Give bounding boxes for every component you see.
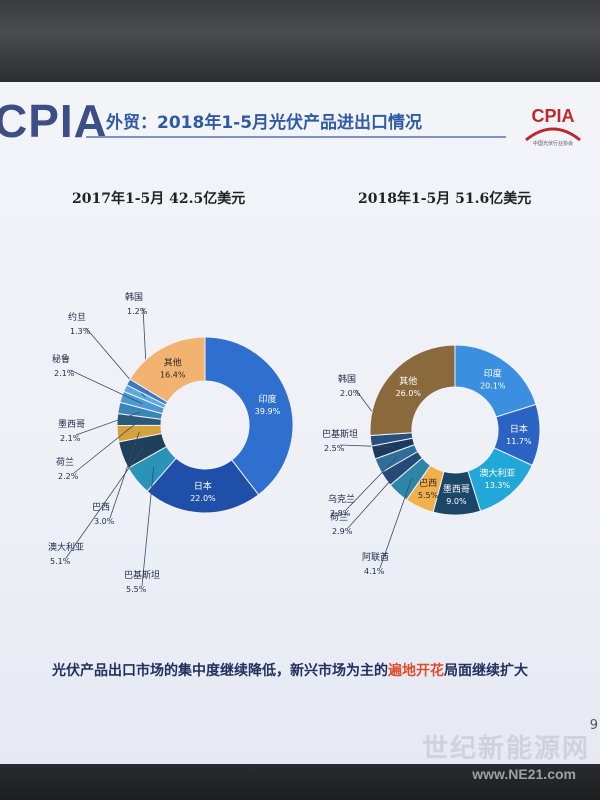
donut2-value-9: 2.0% bbox=[340, 389, 361, 398]
donut2-value-1: 11.7% bbox=[506, 437, 532, 446]
page-number: 9 bbox=[589, 718, 598, 733]
donut2-label-5: 阿联酋 bbox=[362, 551, 389, 563]
cpia-arc-icon bbox=[525, 127, 581, 142]
donut2-value-3: 9.0% bbox=[446, 497, 467, 506]
donut2-value-8: 2.5% bbox=[324, 444, 345, 453]
donut1-value-9: 1.2% bbox=[127, 307, 148, 316]
donut2-label-3: 墨西哥 bbox=[443, 484, 470, 495]
donut1-slice-1 bbox=[146, 457, 260, 514]
watermark-text: 世纪新能源网 bbox=[421, 734, 590, 764]
donut1-value-0: 39.9% bbox=[255, 407, 281, 416]
donut1-value-6: 2.1% bbox=[60, 434, 81, 443]
donut2-value-5: 4.1% bbox=[364, 567, 385, 576]
donut1-leader-7 bbox=[69, 369, 143, 405]
donut1-value-2: 5.5% bbox=[126, 585, 147, 594]
donut2-value-4: 5.5% bbox=[418, 491, 439, 500]
donut1-label-4: 巴西 bbox=[92, 502, 110, 513]
caption-highlight: 遍地开花 bbox=[388, 663, 444, 679]
donut2-label-8: 巴基斯坦 bbox=[322, 428, 358, 440]
donut1-leader-4 bbox=[109, 431, 140, 519]
cpia-logo-small-subtext: 中国光伏行业协会 bbox=[532, 141, 573, 147]
donut1-label-3: 澳大利亚 bbox=[48, 541, 84, 553]
donut1-slice-10 bbox=[129, 336, 206, 403]
room-background-top bbox=[0, 0, 600, 82]
donut1-value-3: 5.1% bbox=[50, 557, 71, 566]
donut1-label-1: 日本 bbox=[194, 480, 212, 492]
caption-text-after: 局面继续扩大 bbox=[444, 663, 528, 679]
donut2-leader-5 bbox=[379, 477, 413, 569]
donut2-value-7: 2.8% bbox=[330, 509, 351, 518]
donut1-value-5: 2.2% bbox=[58, 472, 79, 481]
donut1-label-5: 荷兰 bbox=[56, 456, 74, 468]
donut2-label-1: 日本 bbox=[510, 423, 528, 435]
donut1-label-6: 墨西哥 bbox=[58, 419, 85, 430]
room-background-bottom bbox=[0, 764, 600, 800]
donut1-leader-5 bbox=[73, 420, 140, 474]
donut2-label-10: 其他 bbox=[399, 375, 417, 387]
donut1-label-8: 约旦 bbox=[68, 311, 86, 323]
donut2-label-4: 巴西 bbox=[419, 478, 437, 489]
cpia-logo-large: CPIA bbox=[0, 95, 108, 147]
donut1-label-7: 秘鲁 bbox=[52, 353, 70, 365]
donut2-label-6: 荷兰 bbox=[330, 511, 348, 523]
cpia-logo-small-text: CPIA bbox=[531, 106, 575, 126]
donut-charts: 印度39.9%日本22.0%巴基斯坦5.5%澳大利亚5.1%巴西3.0%荷兰2.… bbox=[48, 291, 541, 594]
donut1-label-10: 其他 bbox=[164, 356, 182, 368]
donut2-value-0: 20.1% bbox=[480, 381, 506, 390]
slide-caption: 光伏产品出口市场的集中度继续降低，新兴市场为主的遍地开花局面继续扩大 bbox=[52, 660, 528, 680]
watermark-url: www.NE21.com bbox=[472, 766, 576, 782]
donut1-leader-6 bbox=[75, 411, 141, 436]
donut1-value-10: 16.4% bbox=[160, 370, 186, 379]
donut2-leader-6 bbox=[347, 466, 404, 529]
donut2-value-10: 26.0% bbox=[396, 389, 422, 398]
donut1-value-8: 1.3% bbox=[70, 327, 91, 336]
donut2-leader-7 bbox=[345, 456, 398, 511]
donut1-value-1: 22.0% bbox=[190, 494, 216, 503]
donut1-slice-0 bbox=[204, 336, 294, 496]
donut2-label-2: 澳大利亚 bbox=[479, 467, 515, 479]
presentation-slide: CPIA 外贸：2018年1-5月光伏产品进出口情况 CPIA 中国光伏行业协会… bbox=[0, 82, 600, 764]
donut1-leader-2 bbox=[141, 466, 155, 587]
donut1-value-4: 3.0% bbox=[94, 517, 115, 526]
donut2-slice-10 bbox=[369, 344, 456, 437]
donut1-label-9: 韩国 bbox=[125, 291, 143, 303]
slide-title: 外贸：2018年1-5月光伏产品进出口情况 bbox=[106, 113, 423, 133]
donut2-label-0: 印度 bbox=[484, 367, 502, 379]
donut1-leader-3 bbox=[65, 447, 144, 559]
donut2-leader-8 bbox=[339, 444, 394, 448]
cpia-logo-small: CPIA 中国光伏行业协会 bbox=[518, 100, 588, 152]
donut2-value-6: 2.9% bbox=[332, 527, 353, 536]
title-underline bbox=[86, 136, 506, 138]
chart-2017-title: 2017年1-5月 42.5亿美元 bbox=[72, 191, 246, 207]
donut2-value-2: 13.3% bbox=[485, 481, 511, 490]
donut2-label-7: 乌克兰 bbox=[328, 493, 355, 505]
donut1-value-7: 2.1% bbox=[54, 369, 75, 378]
chart-2018-title: 2018年1-5月 51.6亿美元 bbox=[358, 191, 532, 207]
donut1-label-2: 巴基斯坦 bbox=[124, 569, 160, 581]
donut2-label-9: 韩国 bbox=[338, 373, 356, 385]
donut1-label-0: 印度 bbox=[258, 393, 276, 405]
caption-text-before: 光伏产品出口市场的集中度继续降低，新兴市场为主的 bbox=[52, 663, 388, 679]
